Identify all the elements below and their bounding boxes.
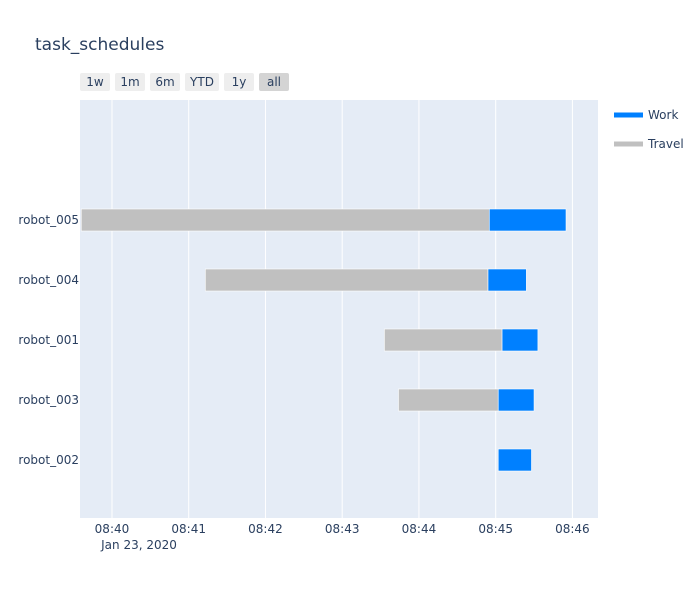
gridlines — [111, 100, 573, 518]
legend-label: Work — [648, 108, 678, 122]
range-button-bg — [224, 73, 254, 91]
bar-travel-robot_001[interactable] — [384, 328, 503, 352]
x-tick-label: 08:41 — [171, 522, 206, 536]
x-axis: 08:40 08:41 08:42 08:43 08:44 08:45 08:46 — [95, 522, 590, 536]
range-selector: 1w 1m 6m YTD 1y all — [80, 73, 289, 91]
range-button-bg — [115, 73, 145, 91]
chart-title: task_schedules — [35, 35, 164, 55]
legend-item-travel[interactable]: Travel — [614, 137, 684, 151]
range-button-1m[interactable]: 1m — [115, 73, 145, 91]
y-axis: robot_005 robot_004 robot_001 robot_003robo… — [18, 213, 79, 467]
bar-work-robot_002[interactable] — [497, 448, 532, 472]
legend-label: Travel — [647, 137, 684, 151]
bar-work-robot_004[interactable] — [487, 268, 527, 292]
legend: Work Travel — [614, 108, 684, 151]
range-button-label: 1m — [120, 75, 139, 89]
bar-travel-robot_003[interactable] — [398, 388, 499, 412]
y-tick-label: robot_002 — [18, 453, 79, 467]
range-button-bg — [259, 73, 289, 91]
bar-work-robot_005[interactable] — [488, 208, 567, 232]
range-button-bg — [185, 73, 219, 91]
range-button-bg — [80, 73, 110, 91]
range-button-6m[interactable]: 6m — [150, 73, 180, 91]
y-tick-label: robot_005 — [18, 213, 79, 227]
bars — [80, 208, 567, 472]
range-button-1w[interactable]: 1w — [80, 73, 110, 91]
range-button-ytd[interactable]: YTD — [185, 73, 219, 91]
x-tick-label: 08:46 — [555, 522, 590, 536]
x-tick-label: 08:43 — [325, 522, 360, 536]
range-button-label: 1w — [86, 75, 104, 89]
plot-area — [80, 100, 598, 518]
x-tick-label: 08:45 — [478, 522, 513, 536]
y-tick-label: robot_001 — [18, 333, 79, 347]
legend-item-work[interactable]: Work — [614, 108, 678, 122]
bar-work-robot_001[interactable] — [501, 328, 539, 352]
range-button-1y[interactable]: 1y — [224, 73, 254, 91]
range-button-label: 6m — [155, 75, 174, 89]
bar-travel-robot_004[interactable] — [205, 268, 489, 292]
x-tick-label: 08:44 — [402, 522, 437, 536]
bar-travel-robot_005[interactable] — [80, 208, 490, 232]
range-button-label: 1y — [232, 75, 247, 89]
bar-work-robot_003[interactable] — [497, 388, 535, 412]
range-button-bg — [150, 73, 180, 91]
y-tick-label: robot_004 — [18, 273, 79, 287]
x-tick-label: 08:42 — [248, 522, 283, 536]
range-button-label: YTD — [189, 75, 214, 89]
x-tick-label: 08:40 — [95, 522, 130, 536]
range-button-all[interactable]: all — [259, 73, 289, 91]
y-tick-label: robot_003 — [18, 393, 79, 407]
range-button-label: all — [267, 75, 281, 89]
x-axis-date-label: Jan 23, 2020 — [100, 538, 177, 552]
